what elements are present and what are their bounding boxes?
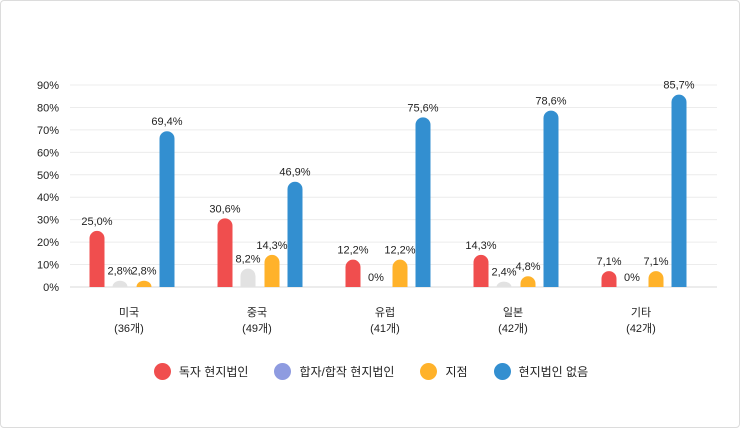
bar — [473, 254, 489, 287]
data-label: 78,6% — [535, 96, 566, 108]
y-tick-label: 50% — [37, 170, 59, 182]
bar — [217, 218, 233, 287]
legend-item: 합자/합작 현지법인 — [274, 363, 394, 380]
bar — [240, 268, 256, 287]
x-tick-count: (36개) — [114, 322, 144, 335]
data-label: 12,2% — [384, 245, 415, 257]
data-label: 2,8% — [107, 266, 132, 278]
x-tick-label: 미국 — [119, 306, 139, 319]
data-label: 14,3% — [256, 240, 287, 252]
x-tick-label: 기타 — [631, 306, 651, 319]
x-tick-count: (42개) — [498, 322, 528, 335]
data-label: 7,1% — [643, 256, 668, 268]
y-tick-label: 90% — [37, 80, 59, 92]
data-label: 46,9% — [279, 167, 310, 179]
bar — [345, 259, 361, 287]
x-tick-count: (42개) — [626, 322, 656, 335]
x-tick-label: 유럽 — [375, 305, 395, 319]
data-label: 25,0% — [81, 216, 112, 228]
x-tick-label: 일본 — [503, 305, 523, 319]
bar — [601, 271, 617, 287]
legend-item: 지점 — [420, 363, 468, 380]
data-label: 7,1% — [596, 256, 621, 268]
legend-swatch — [420, 363, 438, 380]
data-label: 69,4% — [151, 116, 182, 128]
y-tick-label: 60% — [37, 147, 59, 159]
legend: 독자 현지법인 합자/합작 현지법인 지점 현지법인 없음 — [1, 363, 739, 380]
legend-label: 독자 현지법인 — [178, 365, 249, 379]
bar — [89, 230, 105, 287]
bar — [136, 280, 152, 287]
legend-swatch — [153, 363, 171, 380]
legend-label: 지점 — [445, 365, 468, 379]
y-tick-label: 20% — [37, 237, 59, 249]
legend-swatch — [274, 363, 292, 380]
data-label: 8,2% — [235, 254, 260, 266]
bar — [287, 181, 303, 287]
bar — [648, 271, 664, 287]
data-label: 0% — [624, 272, 640, 284]
bar — [392, 259, 408, 287]
y-tick-label: 0% — [43, 282, 59, 294]
data-label: 2,4% — [491, 267, 516, 279]
bar — [520, 276, 536, 287]
data-label: 2,8% — [131, 266, 156, 278]
x-tick-count: (41개) — [370, 322, 400, 335]
legend-item: 독자 현지법인 — [153, 363, 249, 380]
x-tick-count: (49개) — [242, 322, 272, 335]
legend-item: 현지법인 없음 — [493, 363, 589, 380]
bar — [415, 117, 431, 287]
bar-chart: 0%10%20%30%40%50%60%70%80%90%25,0%2,8%2,… — [37, 80, 717, 335]
y-tick-label: 70% — [37, 125, 59, 137]
y-tick-label: 30% — [37, 215, 59, 227]
bar — [496, 281, 512, 287]
legend-label: 현지법인 없음 — [518, 365, 589, 379]
legend-swatch — [493, 363, 511, 380]
y-tick-label: 40% — [37, 192, 59, 204]
legend-label: 합자/합작 현지법인 — [299, 365, 395, 379]
data-label: 30,6% — [209, 203, 240, 215]
data-label: 14,3% — [465, 240, 496, 252]
data-label: 12,2% — [337, 245, 368, 257]
bar — [543, 110, 559, 288]
data-label: 4,8% — [515, 261, 540, 273]
y-tick-label: 80% — [37, 102, 59, 114]
bar — [112, 280, 128, 287]
y-tick-label: 10% — [37, 260, 59, 272]
data-label: 75,6% — [407, 102, 438, 114]
data-label: 85,7% — [663, 80, 694, 92]
bar — [264, 254, 280, 287]
bar — [159, 131, 175, 287]
data-label: 0% — [368, 272, 384, 284]
x-tick-label: 중국 — [247, 307, 267, 319]
bar — [671, 94, 687, 287]
